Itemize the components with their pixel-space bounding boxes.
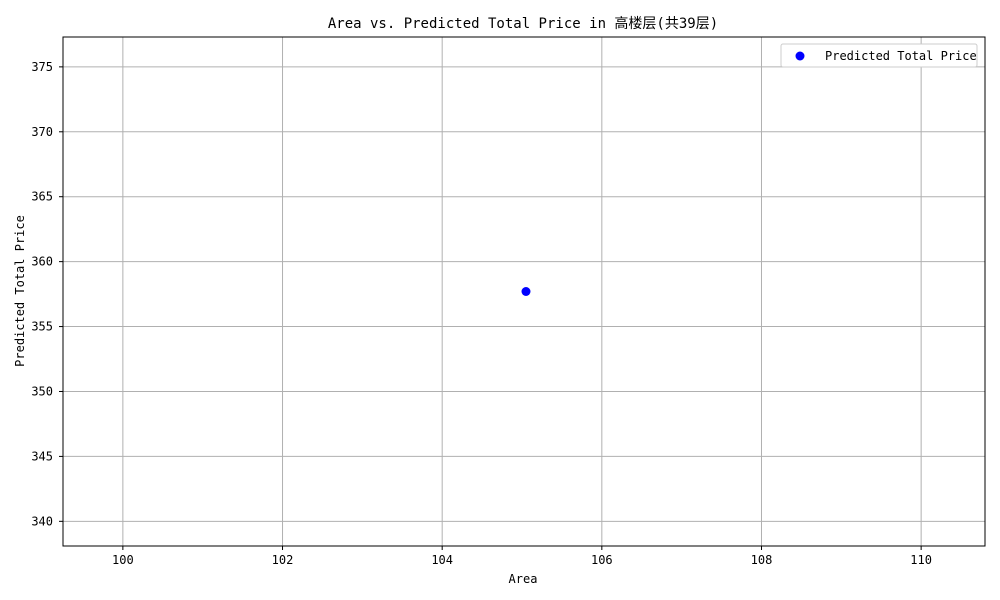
- chart-title: Area vs. Predicted Total Price in 高楼层(共3…: [328, 15, 718, 32]
- y-tick-label: 365: [31, 190, 53, 204]
- scatter-point: [521, 287, 531, 296]
- x-tick-label: 108: [751, 553, 773, 567]
- x-tick-label: 110: [910, 553, 932, 567]
- y-tick-label: 345: [31, 449, 53, 463]
- y-tick-label: 350: [31, 384, 53, 398]
- x-axis-label: Area: [509, 572, 538, 586]
- plot-area-frame: [62, 36, 986, 547]
- legend-box: [780, 43, 978, 68]
- legend: Predicted Total Price: [780, 43, 978, 68]
- y-tick-label: 370: [31, 125, 53, 139]
- y-tick-label: 375: [31, 60, 53, 74]
- x-tick-label: 102: [272, 553, 294, 567]
- y-axis-ticks: 340 345 350 355 360 365 370 375: [31, 60, 63, 528]
- x-tick-label: 100: [112, 553, 134, 567]
- x-tick-label: 106: [591, 553, 613, 567]
- data-points: [521, 287, 531, 296]
- y-axis-label: Predicted Total Price: [13, 215, 27, 367]
- y-tick-label: 355: [31, 320, 53, 334]
- legend-marker: [795, 51, 805, 61]
- legend-label: Predicted Total Price: [825, 49, 977, 63]
- y-tick-label: 340: [31, 514, 53, 528]
- x-tick-label: 104: [431, 553, 453, 567]
- y-tick-label: 360: [31, 255, 53, 269]
- x-axis-ticks: 100 102 104 106 108 110: [112, 546, 932, 567]
